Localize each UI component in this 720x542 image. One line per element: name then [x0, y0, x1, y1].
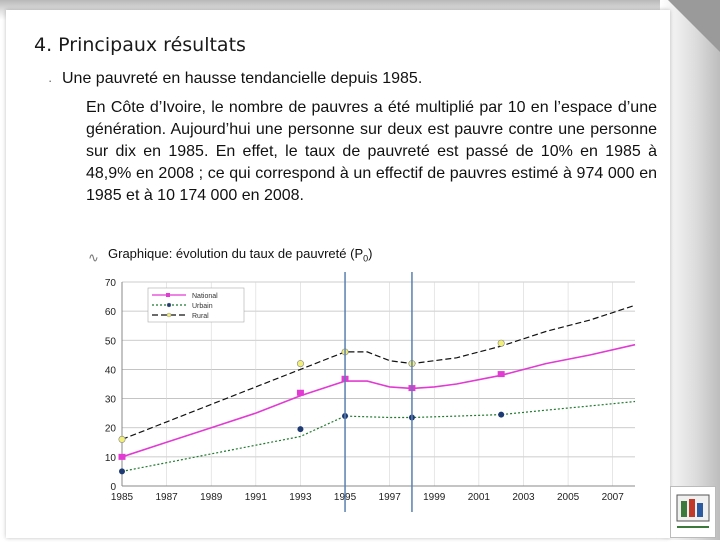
- data-point-rural: [296, 360, 304, 368]
- poverty-line-chart: 0102030405060701985198719891991199319951…: [105, 272, 636, 512]
- series-line-national: [121, 343, 636, 458]
- slide-frame-right: [660, 0, 720, 540]
- institution-logo: [670, 486, 716, 538]
- x-tick-label: 2001: [468, 492, 491, 503]
- sub-bullet-icon: ∿: [88, 250, 99, 265]
- legend-marker: [166, 312, 172, 318]
- data-point-national: [296, 389, 304, 396]
- x-tick-label: 1999: [423, 492, 446, 503]
- bullet-dot-icon: ·: [48, 73, 53, 88]
- x-tick-label: 1991: [245, 492, 268, 503]
- legend-label: Rural: [192, 313, 209, 320]
- data-point-rural: [118, 435, 126, 443]
- data-point-rural: [497, 339, 505, 347]
- x-tick-label: 1997: [379, 492, 402, 503]
- y-tick-label: 50: [105, 336, 117, 347]
- legend-marker: [166, 293, 170, 297]
- x-tick-label: 1985: [111, 492, 134, 503]
- legend-marker: [166, 302, 172, 308]
- chart-caption-end: ): [368, 246, 373, 261]
- y-tick-label: 0: [110, 482, 116, 493]
- body-paragraph: En Côte d’Ivoire, le nombre de pauvres a…: [86, 99, 657, 204]
- data-point-national: [118, 453, 126, 460]
- bullet-heading: Une pauvreté en hausse tendancielle depu…: [62, 70, 423, 87]
- chart-caption: Graphique: évolution du taux de pauvreté…: [108, 246, 372, 264]
- x-tick-label: 1987: [155, 492, 178, 503]
- slide-canvas: [6, 10, 670, 538]
- y-tick-label: 20: [105, 424, 117, 435]
- data-point-national: [497, 371, 505, 378]
- y-tick-label: 70: [105, 278, 117, 289]
- x-tick-label: 2003: [512, 492, 535, 503]
- chart-caption-text: Graphique: évolution du taux de pauvreté…: [108, 246, 364, 261]
- series-line-rural: [121, 304, 636, 440]
- legend-label: Urbain: [192, 303, 213, 310]
- y-tick-label: 10: [105, 453, 117, 464]
- data-point-urbain: [119, 468, 125, 475]
- x-tick-label: 1993: [289, 492, 312, 503]
- data-point-urbain: [297, 426, 304, 433]
- data-point-urbain: [498, 411, 505, 418]
- legend-label: National: [192, 293, 218, 300]
- y-tick-label: 40: [105, 365, 117, 376]
- x-tick-label: 2005: [557, 492, 580, 503]
- x-tick-label: 2007: [602, 492, 625, 503]
- slide-title: 4. Principaux résultats: [34, 34, 246, 56]
- slide-frame-corner: [668, 0, 720, 52]
- series-line-urbain: [121, 400, 636, 472]
- y-tick-label: 30: [105, 395, 117, 406]
- x-tick-label: 1989: [200, 492, 223, 503]
- chart-caption-subscript: 0: [363, 253, 369, 264]
- y-tick-label: 60: [105, 307, 117, 318]
